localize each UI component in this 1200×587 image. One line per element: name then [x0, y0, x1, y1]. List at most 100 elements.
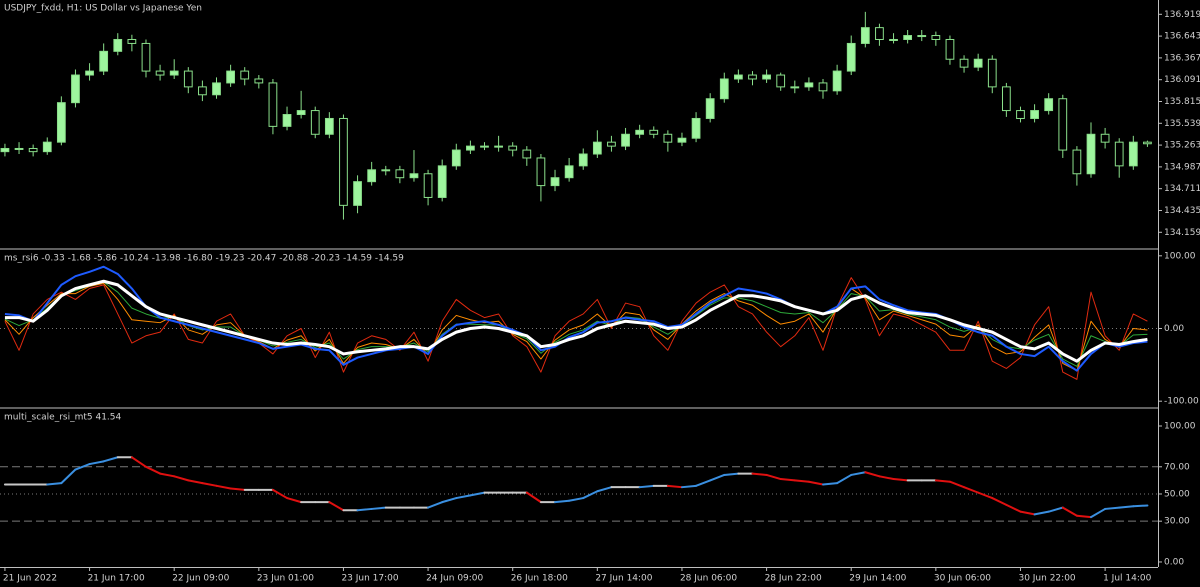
candle-body	[381, 169, 391, 172]
candle-body	[268, 82, 278, 127]
x-tick-label: 28 Jun 22:00	[765, 574, 822, 584]
candle-body	[1030, 110, 1039, 119]
candle-body	[889, 38, 898, 41]
indicator-segment	[948, 480, 966, 489]
candle-body	[466, 145, 475, 151]
x-tick-label: 23 Jun 17:00	[341, 574, 398, 584]
indicator-segment	[582, 490, 599, 500]
y-tick-label: 0.00	[1164, 324, 1184, 334]
candle-body	[635, 129, 645, 135]
candle-body	[860, 27, 870, 44]
indicator-segment	[1090, 507, 1107, 519]
x-tick-label: 23 Jun 01:00	[257, 574, 314, 584]
candle-body	[522, 149, 532, 159]
indicator-segment	[356, 507, 373, 512]
candle-body	[141, 42, 151, 72]
indicator-segment	[88, 460, 105, 466]
indicator-segment	[1075, 514, 1093, 519]
indicator-segment	[568, 497, 585, 502]
candle-body	[480, 145, 489, 148]
indicator-segment	[1005, 503, 1022, 513]
indicator-segment	[215, 484, 232, 490]
candle-body	[310, 110, 320, 135]
candle-body	[42, 141, 52, 153]
indicator-segment	[934, 479, 951, 483]
candle-body	[296, 110, 306, 116]
candle-body	[973, 58, 983, 68]
indicator-segment	[709, 473, 726, 482]
y-tick-label: -100.00	[1164, 397, 1199, 407]
candle-body	[959, 58, 969, 68]
indicator-segment	[173, 475, 190, 482]
candle-body	[423, 173, 433, 198]
candle-body	[691, 117, 701, 139]
indicator-segment	[1132, 504, 1149, 508]
candle-body	[719, 78, 729, 100]
candle-body	[1128, 141, 1138, 167]
x-tick-label: 24 Jun 09:00	[426, 574, 483, 584]
candle-body	[734, 74, 743, 80]
candle-body	[127, 38, 137, 44]
indicator-line	[4, 281, 1148, 367]
indicator-segment	[991, 497, 1008, 506]
indicator-line	[4, 279, 1148, 363]
indicator-segment	[1033, 510, 1050, 516]
candle-body	[649, 129, 659, 135]
candle-body	[607, 141, 616, 147]
candle-body	[198, 86, 207, 96]
candle-body	[818, 82, 828, 92]
indicator-segment	[74, 463, 91, 471]
candle-body	[677, 137, 687, 143]
candle-body	[945, 38, 955, 60]
indicator-segment	[469, 491, 486, 497]
indicator-segment	[723, 472, 740, 476]
x-tick-label: 21 Jun 17:00	[88, 574, 145, 584]
indicator-segment	[864, 471, 881, 478]
candle-body	[226, 70, 235, 84]
candle-body	[592, 141, 602, 155]
indicator-segment	[441, 497, 458, 504]
x-tick-label: 26 Jun 18:00	[511, 574, 568, 584]
candle-body	[1100, 133, 1110, 143]
candle-body	[494, 145, 503, 148]
candle-body	[324, 117, 334, 135]
candle-body	[762, 74, 771, 80]
indicator-segment	[963, 486, 980, 494]
candle-body	[790, 86, 800, 89]
candle-body	[705, 98, 715, 119]
indicator-segment	[525, 491, 542, 504]
indicator-segment	[1118, 505, 1135, 509]
candle-body	[917, 35, 927, 38]
candle-body	[367, 169, 377, 183]
y-tick-label: 134.159	[1164, 228, 1200, 238]
indicator-segment	[187, 479, 204, 485]
indicator-segment	[666, 484, 683, 489]
candle-body	[183, 70, 193, 88]
candle-body	[212, 82, 221, 96]
indicator-segment	[271, 488, 289, 500]
candle-body	[1044, 98, 1054, 112]
y-tick-label: 135.815	[1164, 97, 1200, 107]
indicator-segment	[751, 472, 768, 476]
indicator-segment	[554, 499, 571, 504]
candle-body	[1058, 98, 1068, 151]
y-tick-label: 136.643	[1164, 32, 1200, 42]
indicator-segment	[850, 471, 867, 476]
indicator-segment	[1019, 510, 1036, 516]
candle-body	[1001, 86, 1011, 112]
candle-body	[903, 35, 913, 40]
candle-body	[621, 133, 630, 147]
candle-body	[1086, 133, 1096, 175]
plot-background	[0, 0, 1158, 567]
indicator-segment	[427, 501, 444, 509]
candle-body	[663, 133, 673, 143]
candle-body	[1114, 141, 1124, 167]
y-tick-label: 134.987	[1164, 162, 1200, 172]
indicator-segment	[680, 484, 698, 489]
indicator-segment	[60, 468, 77, 485]
candle-body	[71, 74, 80, 104]
y-tick-label: 100.00	[1164, 251, 1196, 261]
indicator-segment	[695, 479, 712, 487]
indicator-segment	[836, 473, 853, 485]
